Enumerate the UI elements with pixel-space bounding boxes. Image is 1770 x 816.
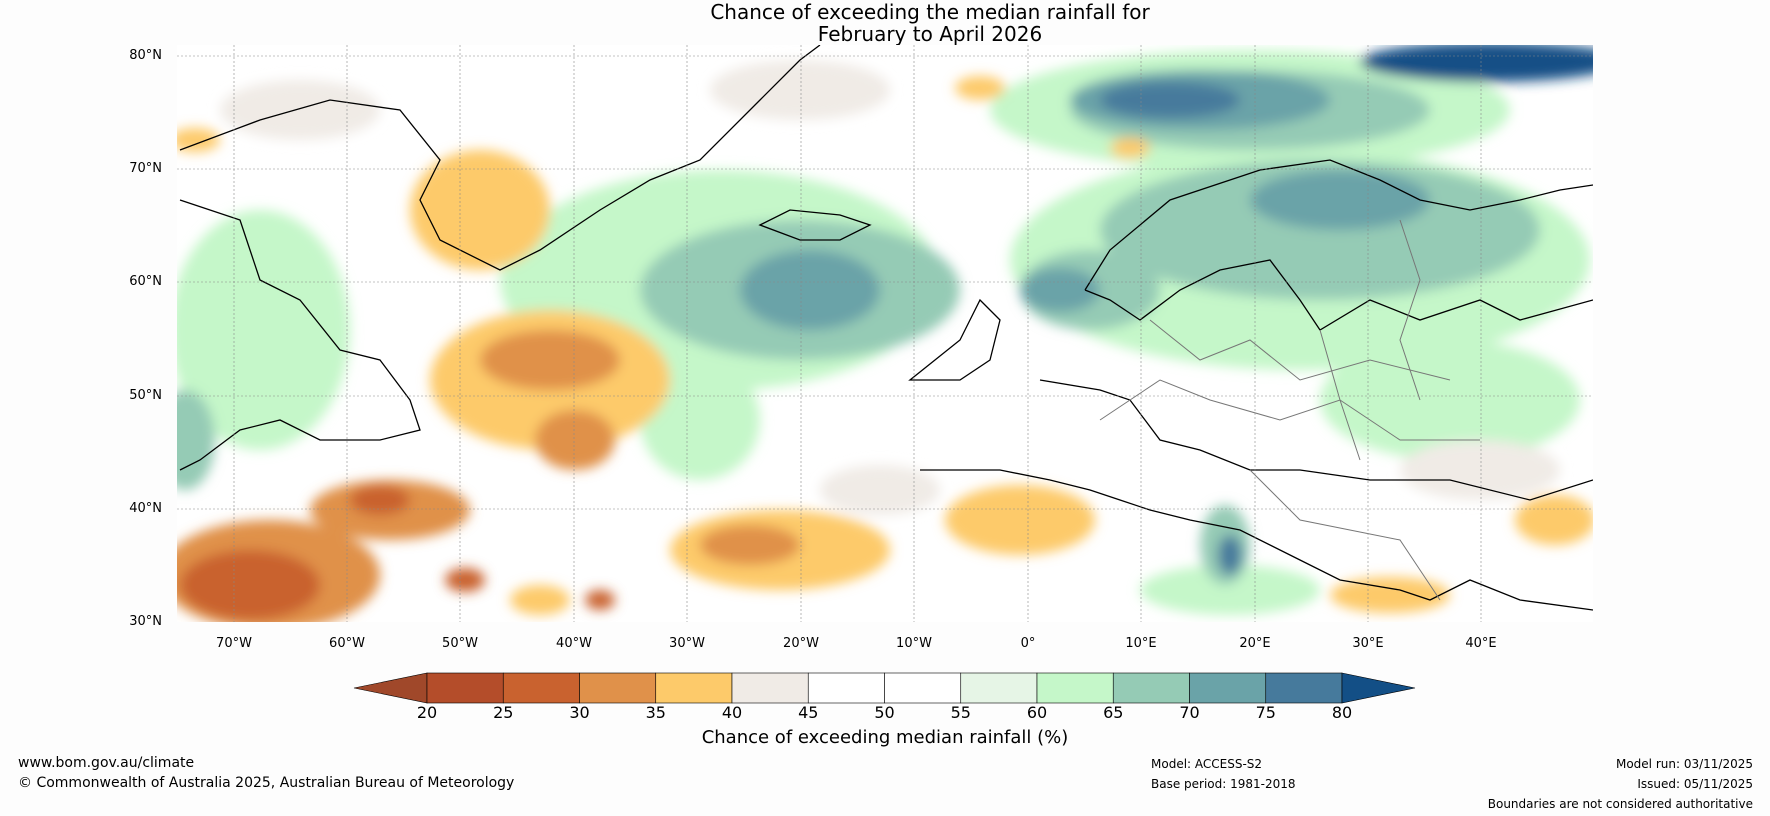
lon-label: 20°W: [783, 636, 819, 651]
colorbar-segment: [502, 672, 580, 704]
lon-label: 0°: [1020, 636, 1036, 651]
lat-label: 80°N: [129, 48, 162, 63]
colorbar-tick-label: 50: [874, 703, 895, 722]
colorbar-tick-label: 40: [721, 703, 743, 722]
colorbar: [353, 672, 1416, 704]
colorbar-segment: [579, 672, 657, 704]
colorbar-segment: [1265, 672, 1343, 704]
probability-field: [177, 45, 1593, 622]
colorbar-segment: [807, 672, 885, 704]
country-borders: [1099, 219, 1480, 601]
lat-label: 30°N: [129, 614, 162, 629]
colorbar-segment: [1112, 672, 1190, 704]
colorbar-tick-label: 20: [416, 703, 438, 722]
colorbar-tick-label: 25: [493, 703, 514, 722]
lat-label: 70°N: [129, 161, 162, 176]
colorbar-tick-label: 75: [1255, 703, 1276, 722]
lon-label: 20°E: [1239, 636, 1271, 651]
lon-label: 70°W: [216, 636, 252, 651]
model-text: Model: ACCESS-S2: [1151, 757, 1263, 771]
colorbar-segment: [1189, 672, 1267, 704]
lat-label: 40°N: [129, 501, 162, 516]
lon-label: 40°E: [1465, 636, 1497, 651]
colorbar-segment: [655, 672, 733, 704]
lon-label: 30°W: [669, 636, 705, 651]
lon-label: 40°W: [556, 636, 592, 651]
colorbar-tick-label: 80: [1331, 703, 1353, 722]
colorbar-tick-label: 35: [645, 703, 666, 722]
lon-label: 30°E: [1352, 636, 1384, 651]
colorbar-extend-high: [1341, 672, 1416, 704]
copyright-text: © Commonwealth of Australia 2025, Austra…: [18, 775, 515, 791]
disclaimer-text: Boundaries are not considered authoritat…: [1487, 797, 1753, 811]
colorbar-tick-label: 55: [950, 703, 971, 722]
lon-label: 10°W: [896, 636, 932, 651]
lon-label: 50°W: [442, 636, 478, 651]
lat-label: 60°N: [129, 274, 162, 289]
colorbar-tick-label: 65: [1103, 703, 1124, 722]
colorbar-tick-label: 60: [1026, 703, 1048, 722]
issued-text: Issued: 05/11/2025: [1637, 777, 1753, 791]
model-run-text: Model run: 03/11/2025: [1615, 757, 1753, 771]
website-link[interactable]: www.bom.gov.au/climate: [18, 755, 195, 771]
colorbar-tick-label: 45: [798, 703, 819, 722]
colorbar-segment: [731, 672, 809, 704]
colorbar-tick-label: 30: [569, 703, 590, 722]
lon-label: 10°E: [1125, 636, 1157, 651]
colorbar-segment: [1036, 672, 1114, 704]
colorbar-label: Chance of exceeding median rainfall (%): [701, 727, 1069, 748]
lon-label: 60°W: [329, 636, 365, 651]
colorbar-tick-label: 70: [1179, 703, 1200, 722]
map-subtitle: February to April 2026: [817, 22, 1043, 46]
base-period-text: Base period: 1981-2018: [1151, 777, 1296, 791]
lat-label: 50°N: [129, 388, 162, 403]
map-title: Chance of exceeding the median rainfall …: [710, 0, 1150, 24]
colorbar-extend-low: [353, 672, 428, 704]
colorbar-segment: [884, 672, 962, 704]
graticule: [177, 45, 1593, 622]
colorbar-segment: [426, 672, 504, 704]
colorbar-segment: [960, 672, 1038, 704]
